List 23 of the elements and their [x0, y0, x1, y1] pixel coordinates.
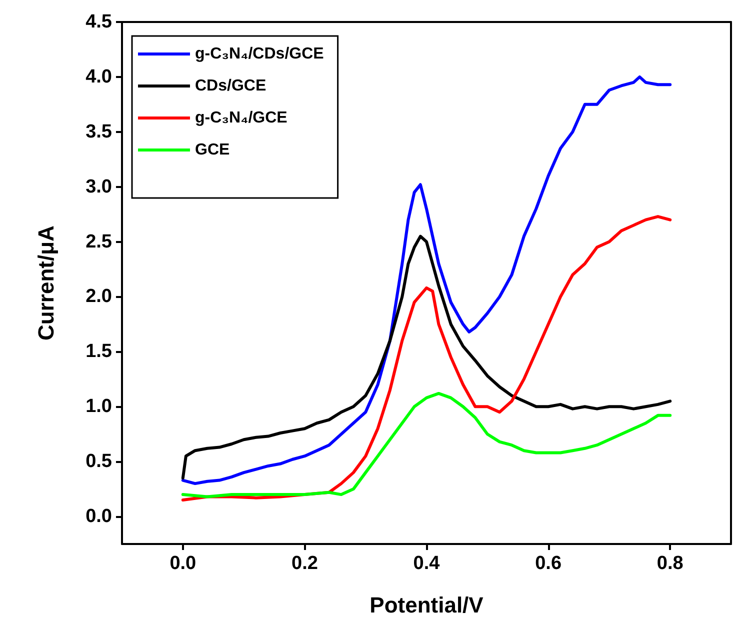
x-axis-title: Potential/V — [370, 592, 484, 618]
x-tick-label: 0.2 — [291, 553, 318, 574]
y-tick-label: 3.0 — [86, 176, 112, 198]
y-tick-label: 4.5 — [86, 12, 112, 32]
legend-label: GCE — [195, 142, 230, 158]
x-tick-label: 0.6 — [535, 553, 562, 574]
legend-label: g-C₃N₄/CDs/GCE — [195, 46, 324, 62]
legend-label: g-C₃N₄/GCE — [195, 110, 288, 126]
y-axis-title: Current/μA — [34, 225, 58, 340]
x-tick-label: 0.4 — [413, 553, 440, 574]
line-series — [181, 75, 672, 486]
y-tick-label: 2.0 — [86, 286, 112, 308]
y-tick-label: 0.5 — [86, 451, 112, 472]
y-tick-label: 1.5 — [86, 341, 112, 362]
y-tick-label: 1.0 — [86, 396, 112, 418]
y-tick-label: 0.0 — [86, 506, 112, 528]
x-tick-label: 0.0 — [170, 553, 196, 574]
y-tick-label: 2.5 — [86, 231, 112, 252]
y-tick-label: 4.0 — [86, 66, 112, 88]
legend-label: CDs/GCE — [195, 78, 266, 94]
y-tick-label: 3.5 — [86, 121, 112, 142]
x-tick-label: 0.8 — [656, 553, 684, 574]
line-series — [181, 392, 672, 498]
